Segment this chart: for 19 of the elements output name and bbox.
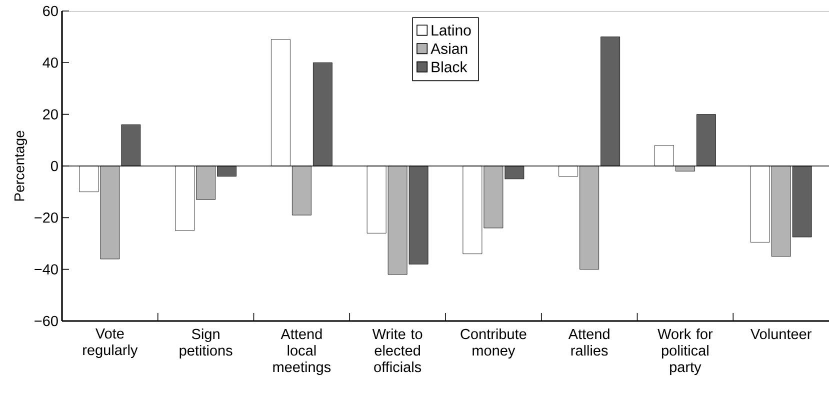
y-tick-label: 60 — [43, 6, 58, 16]
x-tick-label: Sign petitions — [180, 328, 232, 359]
y-tick-label: −20 — [34, 212, 58, 223]
x-tick-label: Work for political party — [658, 328, 713, 376]
x-tick-label: Volunteer — [750, 328, 812, 340]
legend-label: Latino — [432, 24, 471, 36]
x-tick-label: Contribute money — [460, 328, 526, 359]
y-tick-label: 0 — [50, 160, 58, 172]
x-tick-label: Write to elected officials — [372, 328, 422, 372]
legend-label: Black — [432, 61, 468, 72]
x-tick-label: Vote regularly — [83, 328, 138, 358]
y-tick-label: 40 — [42, 58, 58, 68]
x-tick-label: Attend rallies — [568, 328, 610, 356]
y-tick-label: −60 — [34, 316, 58, 326]
y-tick-label: −40 — [34, 264, 58, 274]
y-tick-label: 20 — [43, 109, 58, 120]
x-tick-label: Attend local meetings — [273, 328, 331, 376]
y-axis-title: Percentage — [14, 130, 28, 201]
legend-label: Asian — [430, 42, 468, 54]
